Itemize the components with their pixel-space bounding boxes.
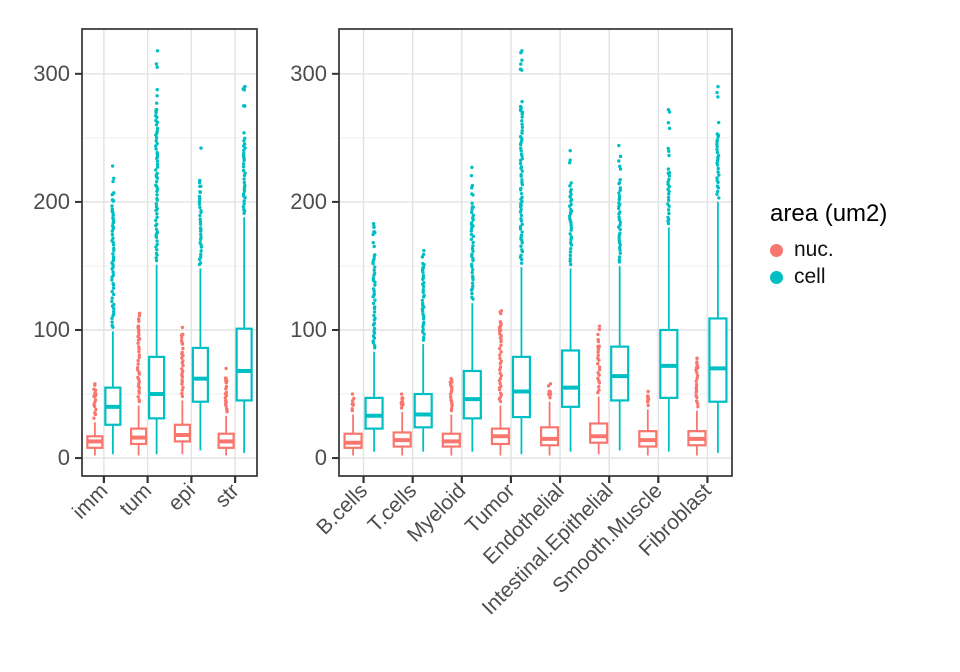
panel-compartment: 0 100 200 300 imm tum epi str [33, 28, 258, 524]
y-tick-label: 300 [33, 61, 70, 86]
box-celltype-Fibroblast-nuc [687, 356, 707, 456]
gridlines-celltype [339, 29, 732, 476]
panel-celltype: 0 100 200 300 B.cellsT.cellsMyeloidTumorEndo… [290, 28, 733, 619]
box-compartment-imm-cell [104, 164, 122, 455]
box-celltype-Smooth.Muscle-cell [659, 107, 679, 452]
legend-dot-cell-icon [770, 270, 783, 284]
x-axis-celltype: B.cellsT.cellsMyeloidTumorEndothelialInt… [312, 476, 716, 619]
box-compartment-imm-nuc [86, 382, 104, 456]
legend-title: area (um2) [770, 200, 888, 227]
box-celltype-Endothelial-nuc [539, 382, 560, 456]
box-compartment-tum-nuc [130, 311, 148, 456]
box-celltype-Tumor-cell [511, 49, 532, 455]
box-celltype-Intestinal.Epithelial-cell [610, 143, 630, 451]
box-celltype-Myeloid-cell [462, 165, 482, 452]
legend-label-nuc: nuc. [794, 238, 834, 261]
y-tick-label: 200 [33, 189, 70, 214]
panel-border-celltype [338, 28, 733, 477]
box-compartment-epi-cell [191, 146, 209, 451]
box-celltype-Smooth.Muscle-nuc [638, 389, 658, 456]
y-axis-celltype: 0 100 200 300 [290, 61, 339, 470]
box-celltype-Endothelial-cell [560, 148, 581, 452]
box-celltype-B.cells-cell [364, 221, 384, 452]
y-axis-compartment: 0 100 200 300 [33, 61, 82, 470]
x-category-label: B.cells [312, 479, 372, 539]
legend: area (um2) nuc. cell [770, 200, 887, 292]
x-axis-compartment: imm tum epi str [68, 476, 244, 524]
box-celltype-B.cells-nuc [343, 392, 363, 456]
box-celltype-Tumor-nuc [490, 309, 511, 456]
box-celltype-Fibroblast-cell [708, 84, 728, 453]
legend-item-nuc: nuc. [770, 238, 887, 262]
box-compartment-epi-nuc [173, 325, 191, 455]
y-tick-label: 100 [33, 317, 70, 342]
box-celltype-T.cells-cell [413, 248, 433, 452]
box-celltype-Myeloid-nuc [441, 376, 461, 456]
box-compartment-str-nuc [217, 366, 235, 456]
x-category-label: str [211, 479, 244, 512]
y-tick-label: 0 [315, 445, 327, 470]
y-tick-label: 200 [290, 189, 327, 214]
box-celltype-T.cells-nuc [392, 392, 412, 456]
x-category-label: epi [164, 479, 200, 515]
x-category-label: imm [68, 479, 112, 523]
panel-border-compartment [81, 28, 258, 477]
y-tick-label: 300 [290, 61, 327, 86]
legend-dot-nuc-icon [770, 243, 783, 257]
gridlines-compartment [82, 29, 257, 476]
y-tick-label: 100 [290, 317, 327, 342]
y-tick-label: 0 [58, 445, 70, 470]
legend-item-cell: cell [770, 265, 887, 289]
box-celltype-Intestinal.Epithelial-nuc [589, 324, 609, 455]
box-compartment-tum-cell [148, 49, 166, 455]
box-compartment-str-cell [235, 84, 253, 453]
x-category-label: tum [115, 479, 156, 520]
legend-label-cell: cell [794, 265, 826, 288]
